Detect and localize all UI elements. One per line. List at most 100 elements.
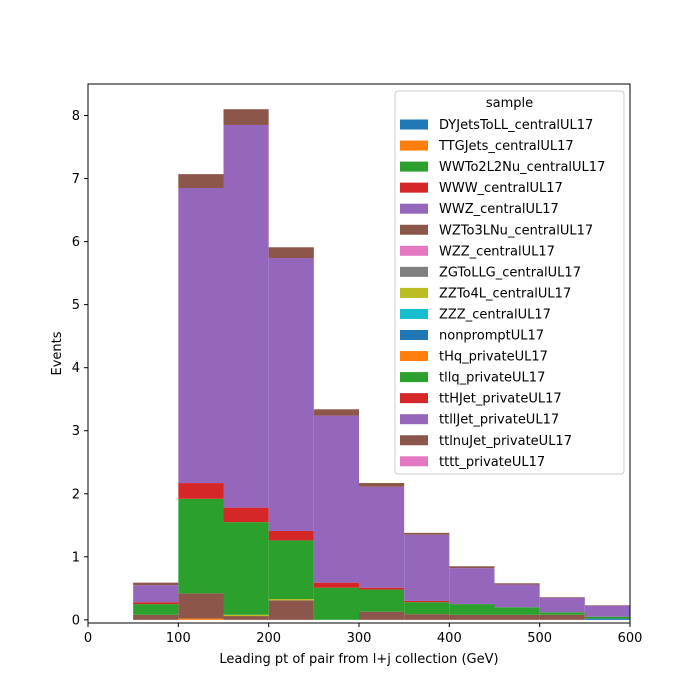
legend-item: ttHJet_privateUL17: [400, 392, 562, 407]
legend-label: ttllJet_privateUL17: [439, 413, 559, 428]
legend-item: WWZ_centralUL17: [400, 202, 559, 217]
bar-segment: [268, 247, 314, 258]
bar-segment: [359, 486, 405, 588]
legend-label: WZZ_centralUL17: [439, 244, 555, 259]
bar-segment: [539, 614, 585, 620]
bar-segment: [404, 602, 450, 615]
x-axis-label: Leading pt of pair from l+j collection (…: [219, 652, 498, 667]
legend-swatch: [400, 287, 428, 298]
bar-segment: [268, 530, 314, 541]
legend-label: ZZZ_centralUL17: [439, 307, 551, 322]
legend-swatch: [400, 119, 428, 130]
legend-item: tttt_privateUL17: [400, 455, 545, 470]
bar-segment: [359, 587, 405, 590]
bar-segment: [178, 483, 224, 499]
legend-label: WZTo3LNu_centralUL17: [439, 223, 593, 238]
legend-swatch: [400, 308, 428, 319]
legend-swatch: [400, 372, 428, 383]
bar-segment: [133, 582, 179, 586]
bar-segment: [449, 568, 495, 605]
bar-segment: [133, 585, 179, 603]
y-tick-label: 8: [72, 109, 80, 124]
y-tick-label: 7: [72, 172, 80, 187]
legend-item: ttlnuJet_privateUL17: [400, 434, 572, 449]
bar-segment: [494, 584, 540, 608]
y-tick-label: 4: [72, 361, 80, 376]
stacked-bars: [133, 109, 630, 620]
legend-label: WWTo2L2Nu_centralUL17: [439, 160, 605, 175]
legend-label: ttlnuJet_privateUL17: [439, 434, 572, 449]
legend-swatch: [400, 393, 428, 404]
bar-segment: [313, 582, 359, 588]
bar-segment: [359, 589, 405, 612]
legend-item: ttllJet_privateUL17: [400, 413, 559, 428]
bar-segment: [449, 566, 495, 569]
bar-segment: [539, 612, 585, 615]
legend-label: tllq_privateUL17: [439, 371, 545, 386]
x-tick-label: 100: [166, 631, 191, 646]
legend-label: WWW_centralUL17: [439, 181, 563, 196]
bar-segment: [313, 415, 359, 583]
legend-swatch: [400, 330, 428, 340]
bar-segment: [223, 507, 269, 523]
y-axis-ticks: 0 1 2 3 4 5 6 7 8: [72, 109, 88, 628]
legend-item: tllq_privateUL17: [400, 371, 545, 386]
bar-segment: [223, 616, 269, 620]
bar-segment: [449, 614, 495, 620]
x-tick-label: 600: [618, 631, 643, 646]
bar-segment: [313, 409, 359, 416]
bar-segment: [494, 583, 540, 585]
legend-swatch: [400, 435, 428, 446]
bar-segment: [584, 618, 630, 620]
x-tick-label: 300: [347, 631, 372, 646]
legend-item: nonpromptUL17: [400, 329, 544, 344]
legend-swatch: [400, 456, 428, 467]
legend-swatch: [400, 414, 428, 425]
legend-label: WWZ_centralUL17: [439, 202, 559, 217]
bar-segment: [539, 597, 585, 598]
legend-label: tttt_privateUL17: [439, 455, 545, 470]
legend-swatch: [400, 245, 428, 256]
bar-segment: [268, 599, 314, 601]
legend-box: [394, 90, 625, 475]
legend-label: nonpromptUL17: [439, 329, 544, 344]
legend-item: ZZTo4L_centralUL17: [400, 286, 571, 301]
bar-segment: [584, 616, 630, 619]
y-tick-label: 3: [72, 424, 80, 439]
legend: sample DYJetsToLL_centralUL17 TTGJets_cen…: [394, 90, 625, 475]
x-axis-ticks: 0 100 200 300 400 500 600: [84, 623, 643, 646]
legend-label: DYJetsToLL_centralUL17: [439, 118, 593, 133]
bar-segment: [178, 593, 224, 619]
y-tick-label: 0: [72, 613, 80, 628]
bar-segment: [133, 604, 179, 615]
bar-segment: [133, 614, 179, 620]
bar-segment: [268, 257, 314, 531]
bar-segment: [178, 618, 224, 620]
bar-segment: [494, 614, 540, 620]
bar-segment: [404, 532, 450, 535]
y-tick-label: 5: [72, 298, 80, 313]
bar-segment: [133, 602, 179, 605]
legend-label: ZGToLLG_centralUL17: [439, 265, 581, 280]
legend-label: TTGJets_centralUL17: [438, 139, 574, 154]
bar-segment: [223, 522, 269, 615]
bar-segment: [268, 540, 314, 600]
legend-title: sample: [486, 96, 533, 111]
legend-item: TTGJets_centralUL17: [400, 139, 574, 154]
bar-segment: [359, 611, 405, 620]
legend-label: ZZTo4L_centralUL17: [439, 286, 571, 301]
legend-swatch: [400, 224, 428, 235]
bar-segment: [494, 607, 540, 615]
legend-item: ZGToLLG_centralUL17: [400, 265, 581, 280]
x-tick-label: 500: [527, 631, 552, 646]
x-tick-label: 0: [84, 631, 92, 646]
legend-item: WWTo2L2Nu_centralUL17: [400, 160, 605, 175]
legend-item: DYJetsToLL_centralUL17: [400, 118, 593, 133]
legend-item: WZTo3LNu_centralUL17: [400, 223, 593, 238]
bar-segment: [584, 605, 630, 617]
bar-segment: [449, 604, 495, 615]
legend-item: WWW_centralUL17: [400, 181, 563, 196]
legend-item: tHq_privateUL17: [400, 350, 548, 365]
legend-item: WZZ_centralUL17: [400, 244, 555, 259]
